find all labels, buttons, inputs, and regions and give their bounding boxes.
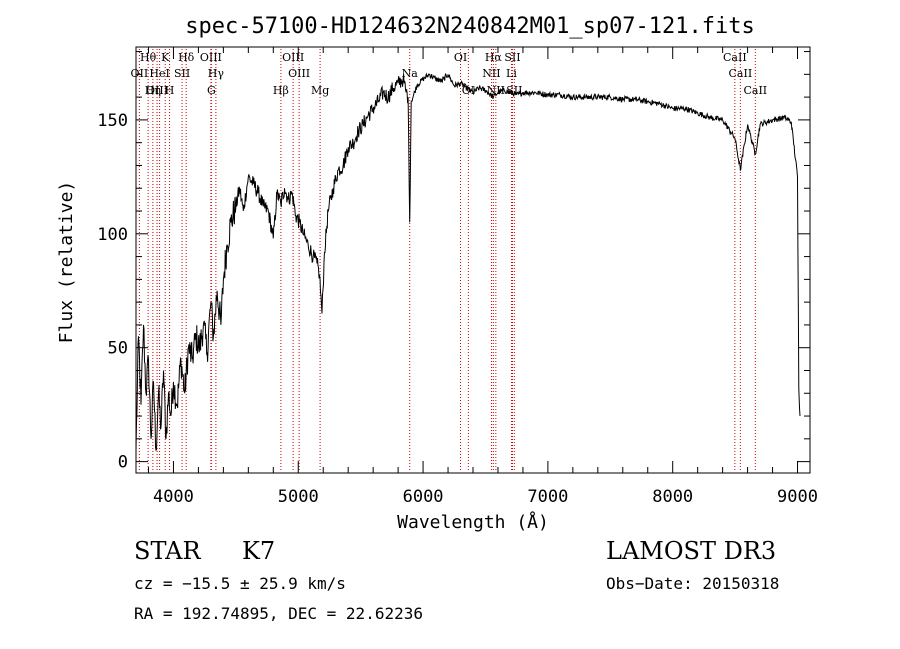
ra-dec-text: RA = 192.74895, DEC = 22.62236 xyxy=(134,604,423,623)
x-axis-ticks: 4000 5000 6000 7000 8000 9000 xyxy=(147,47,818,507)
line-label-8: Hδ xyxy=(178,51,195,64)
line-label-13: OIII xyxy=(282,51,304,64)
line-label-18: OI xyxy=(462,84,475,97)
y-axis-ticks: 0 50 100 150 xyxy=(97,51,810,473)
line-label-5: Hη xyxy=(145,84,161,97)
line-label-26: CaII xyxy=(729,67,753,80)
object-class: STAR xyxy=(134,537,201,565)
x-tick-label-5: 9000 xyxy=(777,487,818,507)
line-label-4: K xyxy=(161,51,170,64)
x-tick-label-1: 5000 xyxy=(278,487,319,507)
line-label-9: OIII xyxy=(200,51,222,64)
line-label-10: Hγ xyxy=(208,67,225,80)
line-label-11: G xyxy=(207,84,216,97)
x-tick-label-2: 6000 xyxy=(403,487,444,507)
chart-title: spec-57100-HD124632N240842M01_sp07-121.f… xyxy=(185,14,755,39)
x-axis-label: Wavelength (Å) xyxy=(397,511,549,533)
y-axis-label: Flux (relative) xyxy=(56,181,77,344)
line-label-15: Mg xyxy=(311,84,329,97)
obs-date-text: Obs−Date: 20150318 xyxy=(606,574,780,593)
emission-line-markers xyxy=(138,49,756,472)
plot-frame xyxy=(135,46,811,474)
line-label-1: OII xyxy=(131,67,149,80)
y-tick-label-1: 50 xyxy=(108,339,128,359)
object-subclass: K7 xyxy=(242,537,276,565)
spectrum-series-line xyxy=(135,72,801,452)
x-tick-label-0: 4000 xyxy=(153,487,194,507)
line-label-12: Hβ xyxy=(273,84,289,97)
y-tick-label-3: 150 xyxy=(97,111,128,131)
line-label-20: NII xyxy=(482,67,500,80)
survey-label: LAMOST DR3 xyxy=(606,537,777,565)
x-tick-label-3: 7000 xyxy=(527,487,568,507)
line-label-6: H xyxy=(165,84,175,97)
y-tick-label-0: 0 xyxy=(118,453,128,473)
y-tick-label-2: 100 xyxy=(97,225,128,245)
line-label-0: Hθ xyxy=(140,51,157,64)
line-label-7: SII xyxy=(174,67,190,80)
line-label-25: CaII xyxy=(723,51,747,64)
line-label-2: OIII xyxy=(146,84,168,97)
redshift-text: cz = −15.5 ± 25.9 km/s xyxy=(134,574,346,593)
line-label-23: Li xyxy=(506,67,517,80)
line-label-22: SII xyxy=(504,51,520,64)
line-label-19: Hα xyxy=(485,51,503,64)
line-label-16: Na xyxy=(402,67,419,80)
line-label-27: CaII xyxy=(743,84,767,97)
line-label-14: OIII xyxy=(288,67,310,80)
line-label-17: OI xyxy=(454,51,467,64)
line-label-3: HeI xyxy=(149,67,169,80)
x-tick-label-4: 8000 xyxy=(652,487,693,507)
